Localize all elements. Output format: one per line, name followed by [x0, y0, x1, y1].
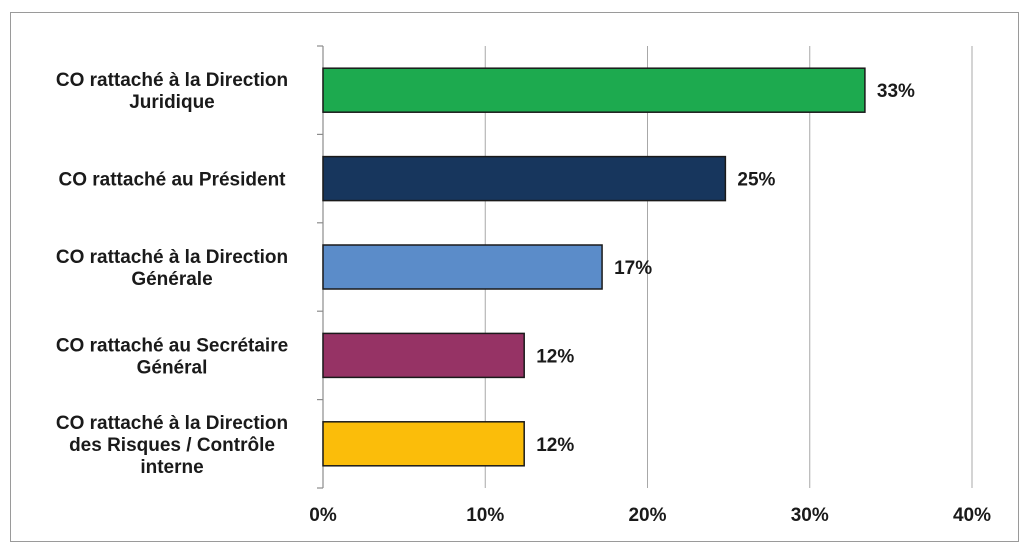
- bar: [322, 332, 525, 379]
- x-tick-label: 0%: [309, 505, 337, 526]
- category-label-line: CO rattaché à la Direction: [56, 70, 288, 91]
- x-tick-label: 40%: [953, 505, 991, 526]
- category-label: CO rattaché à la Direction Générale: [56, 247, 288, 290]
- category-label-line: CO rattaché au Président: [58, 170, 286, 191]
- category-label-line: Général: [137, 357, 208, 378]
- bar: [322, 421, 525, 467]
- x-tick-label: 30%: [791, 505, 829, 526]
- bar: [322, 155, 727, 202]
- category-label: CO rattaché à la Direction Juridique: [56, 70, 288, 113]
- category-label-line: CO rattaché au Secrétaire: [56, 335, 288, 356]
- bar: [322, 67, 866, 113]
- category-label-line: des Risques / Contrôle: [69, 435, 275, 456]
- category-label-line: Générale: [131, 269, 212, 290]
- category-label: CO rattaché à la Direction des Risques / …: [56, 413, 288, 478]
- category-label-line: CO rattaché à la Direction: [56, 247, 288, 268]
- category-label-line: interne: [140, 457, 203, 478]
- bar: [322, 244, 603, 290]
- bar-chart: 33%CO rattaché à la Direction Juridique25…: [56, 45, 991, 526]
- data-label: 33%: [877, 81, 915, 102]
- x-tick-label: 10%: [466, 505, 504, 526]
- data-label: 12%: [536, 435, 574, 456]
- data-label: 12%: [536, 346, 574, 367]
- category-label-line: CO rattaché à la Direction: [56, 413, 288, 434]
- category-label: CO rattaché au Président: [58, 170, 286, 191]
- category-label: CO rattaché au Secrétaire Général: [56, 335, 288, 378]
- data-label: 17%: [614, 258, 652, 279]
- category-label-line: Juridique: [129, 92, 215, 113]
- x-tick-label: 20%: [628, 505, 666, 526]
- data-label: 25%: [737, 170, 775, 191]
